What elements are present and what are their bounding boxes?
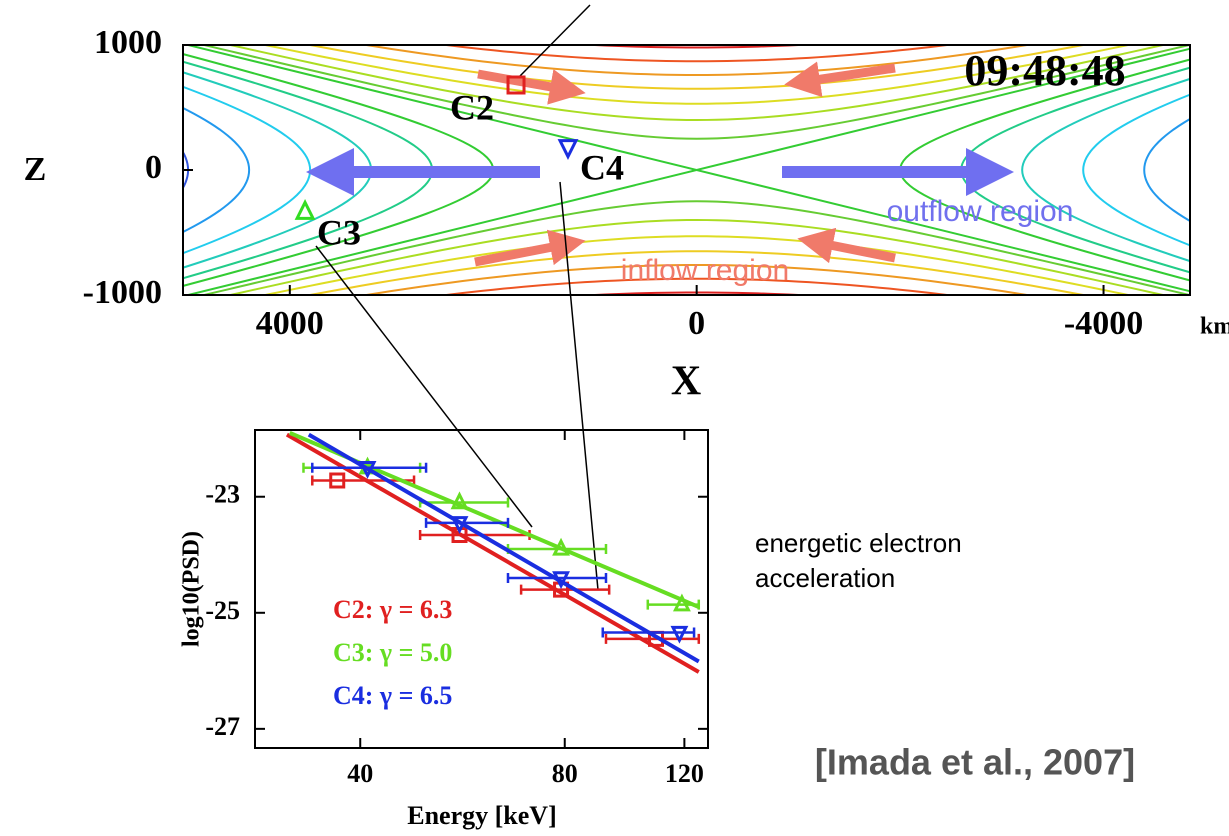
field-line: [576, 45, 817, 49]
data-marker: [672, 593, 691, 612]
field-line: [183, 85, 312, 255]
field-line: [437, 277, 956, 295]
data-marker: [450, 491, 469, 510]
x-axis-label: Energy [keV]: [407, 801, 556, 830]
x-tick-label: -4000: [1064, 305, 1143, 342]
inflow-label: inflow region: [621, 254, 789, 287]
error-bar: [311, 462, 428, 473]
fit-line: [285, 432, 700, 674]
field-line: [199, 45, 1190, 140]
y-tick-label: -25: [205, 596, 240, 625]
y-tick-label: -27: [205, 712, 240, 741]
outflow-label: outflow region: [887, 195, 1074, 228]
x-tick-label: 0: [688, 305, 705, 342]
legend-entry: C3: γ = 5.0: [333, 638, 452, 667]
spacecraft-label: C2: [450, 87, 494, 127]
field-line: [359, 263, 1034, 295]
field-line: [304, 45, 1089, 90]
field-lines: [0, 33, 1229, 308]
spacecraft-label: C3: [317, 212, 361, 252]
y-tick-label: -23: [205, 480, 240, 509]
error-bar: [604, 633, 701, 644]
x-unit: km: [1200, 314, 1229, 340]
y-tick-label: -1000: [83, 274, 162, 311]
field-line: [226, 45, 1168, 122]
inflow-arrow: [474, 229, 586, 267]
data-marker: [552, 571, 570, 590]
data-marker: [670, 625, 689, 644]
spacecraft-marker: [557, 139, 579, 160]
bottom-frame: [254, 429, 709, 749]
field-line: [260, 45, 1133, 105]
connector: [315, 245, 533, 528]
y-tick-label: 0: [145, 149, 162, 186]
field-line: [260, 235, 1133, 295]
field-line: [1021, 77, 1190, 263]
field-line: [437, 45, 956, 63]
field-line: [304, 250, 1089, 295]
legend-entry: C2: γ = 6.3: [333, 595, 452, 624]
y-axis-label: log10(PSD): [179, 531, 205, 647]
field-line: [226, 218, 1168, 295]
spacecraft-marker: [294, 199, 316, 220]
spacecraft-marker: [506, 75, 526, 95]
error-bar: [646, 599, 701, 610]
inflow-arrow: [784, 61, 896, 98]
fit-line: [307, 432, 700, 664]
x-tick-label: 40: [347, 759, 373, 788]
connector: [559, 181, 599, 591]
error-bar: [424, 517, 510, 528]
spacecraft-label: C4: [580, 147, 624, 187]
field-line: [359, 45, 1034, 77]
field-line: [1143, 117, 1190, 223]
x-tick-label: 4000: [256, 305, 324, 342]
legend-entry: C4: γ = 6.5: [333, 681, 452, 710]
connector: [519, 4, 591, 77]
caption-line: energetic electron: [755, 528, 962, 558]
data-marker: [552, 537, 570, 556]
x-axis-label: X: [671, 359, 701, 405]
citation: [Imada et al., 2007]: [815, 742, 1135, 783]
field-line: [1205, 33, 1229, 308]
separatrix: [183, 47, 1190, 295]
error-bar: [601, 627, 696, 638]
y-axis-label: Z: [24, 151, 47, 188]
data-marker: [329, 472, 346, 489]
field-line: [1082, 93, 1190, 247]
y-tick-label: 1000: [94, 24, 162, 61]
time-label: 09:48:48: [964, 46, 1125, 95]
data-marker: [358, 461, 377, 479]
x-tick-label: 120: [665, 759, 704, 788]
field-line: [0, 33, 127, 308]
error-bar: [519, 584, 611, 595]
inflow-arrow: [797, 227, 896, 264]
x-tick-label: 80: [552, 759, 578, 788]
field-line: [183, 106, 251, 234]
field-line: [199, 200, 1190, 295]
caption-line: acceleration: [755, 563, 895, 593]
data-marker: [450, 516, 469, 535]
connectors: [315, 4, 599, 591]
